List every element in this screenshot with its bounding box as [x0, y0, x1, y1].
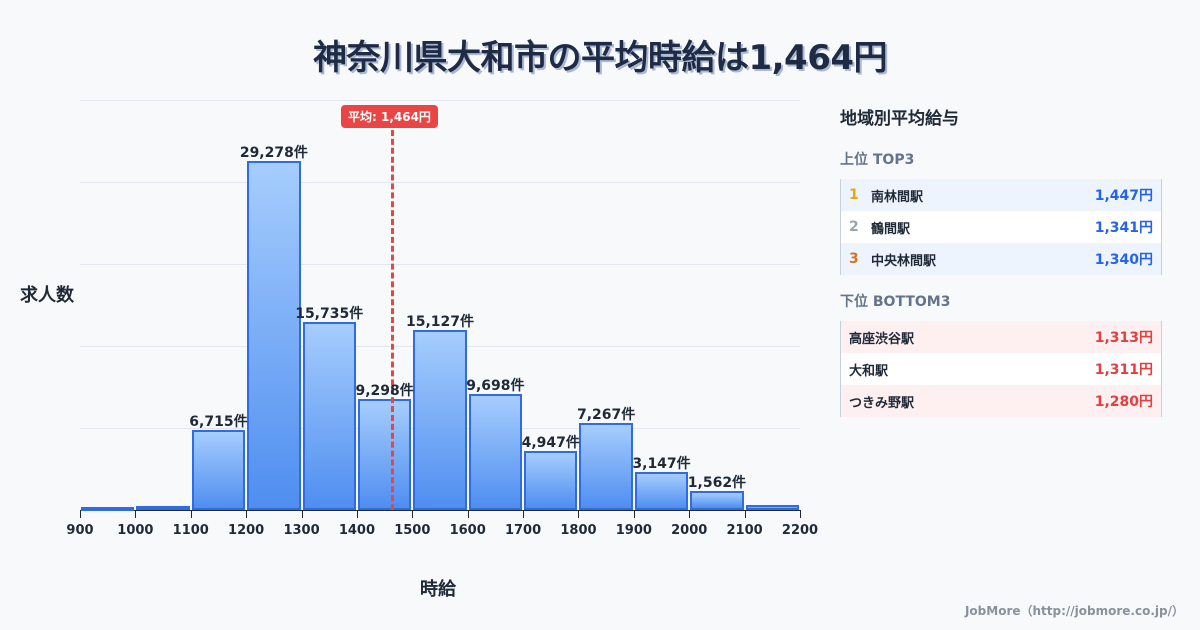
histogram-bar	[579, 423, 633, 510]
station-name: 中央林間駅	[871, 253, 937, 269]
y-axis-label: 求人数	[20, 285, 74, 306]
x-tick-label: 2200	[781, 523, 819, 538]
x-tick	[80, 510, 81, 518]
bottom-section-title: 下位 BOTTOM3	[840, 294, 951, 310]
x-tick	[356, 510, 358, 518]
x-axis-label: 時給	[420, 579, 456, 600]
station-name: 南林間駅	[871, 189, 924, 205]
x-tick	[744, 510, 746, 518]
histogram-bar	[690, 491, 744, 510]
bar-value-label: 9,698件	[466, 378, 525, 395]
x-axis-line	[80, 510, 800, 511]
x-tick	[467, 510, 469, 518]
histogram-chart: 求人数 時給 平均: 1,464円 6,715件 29,278件 15,735件 9,…	[20, 100, 819, 600]
histogram-bar	[191, 429, 246, 510]
gridline	[80, 100, 800, 101]
salary-value: 1,280円	[1094, 394, 1153, 410]
list-item: 高座渋谷駅 1,313円	[841, 321, 1161, 353]
x-tick-label: 2000	[671, 523, 708, 538]
bar-value-label: 7,267件	[576, 407, 636, 424]
x-tick	[412, 510, 414, 518]
list-item: 1 南林間駅 1,447円	[841, 179, 1161, 211]
bar-value-label: 6,715件	[189, 413, 248, 430]
average-line	[391, 130, 394, 510]
x-tick	[301, 510, 303, 518]
x-tick-label: 1600	[449, 523, 486, 538]
bar-value-label: 29,278件	[239, 145, 308, 161]
list-item: 大和駅 1,311円	[841, 353, 1161, 385]
x-tick-label: 1400	[338, 523, 376, 538]
bar-value-label: 4,947件	[521, 435, 580, 452]
histogram-bar	[468, 394, 523, 510]
source-credit: JobMore（http://jobmore.co.jp/）	[964, 604, 1184, 618]
salary-value: 1,311円	[1094, 362, 1153, 378]
histogram-bar	[524, 451, 578, 510]
list-item: つきみ野駅 1,280円	[841, 385, 1161, 417]
x-tick	[523, 510, 525, 518]
x-tick-label: 900	[66, 523, 94, 538]
station-name: つきみ野駅	[849, 395, 915, 411]
x-tick-label: 1200	[228, 523, 265, 538]
bar-value-label: 1,562件	[687, 475, 747, 492]
gridline	[80, 264, 800, 265]
rank-number: 1	[849, 187, 859, 203]
histogram-bar	[745, 505, 799, 510]
bottom-list: 高座渋谷駅 1,313円 大和駅 1,311円 つきみ野駅 1,280円	[840, 321, 1162, 417]
station-name: 大和駅	[849, 363, 889, 379]
x-tick-label: 1500	[394, 523, 431, 538]
x-tick-label: 1800	[560, 523, 597, 538]
bar-value-label: 15,127件	[405, 313, 475, 330]
x-tick-label: 1700	[504, 523, 542, 538]
bar-value-label: 15,735件	[295, 306, 364, 323]
top-list: 1 南林間駅 1,447円 2 鶴間駅 1,341円 3 中央林間駅 1,340…	[840, 179, 1162, 275]
average-badge: 平均: 1,464円	[341, 105, 438, 128]
x-tick	[135, 510, 137, 518]
page-title: 神奈川県大和市の平均時給は1,464円	[312, 38, 888, 78]
histogram-bar	[357, 399, 412, 510]
salary-value: 1,447円	[1094, 188, 1153, 204]
x-tick	[800, 510, 801, 518]
bar-value-label: 9,298件	[355, 383, 414, 400]
station-name: 鶴間駅	[871, 221, 911, 237]
x-tick-label: 1000	[117, 523, 154, 538]
histogram-bar	[136, 506, 190, 511]
histogram-bar	[81, 507, 135, 511]
x-tick	[246, 510, 248, 518]
x-tick-label: 1100	[172, 523, 209, 538]
top-section-title: 上位 TOP3	[840, 152, 915, 168]
x-tick-label: 1900	[615, 523, 652, 538]
rank-number: 2	[849, 219, 859, 235]
x-tick-label: 2100	[726, 523, 763, 538]
x-tick	[190, 510, 192, 518]
salary-value: 1,341円	[1094, 220, 1153, 236]
bar-value-label: 3,147件	[632, 456, 691, 473]
x-tick	[578, 510, 580, 518]
x-tick	[689, 510, 691, 518]
station-name: 高座渋谷駅	[849, 331, 915, 347]
x-tick	[633, 510, 635, 518]
histogram-bar	[634, 472, 689, 510]
list-item: 3 中央林間駅 1,340円	[841, 243, 1161, 275]
salary-value: 1,340円	[1094, 252, 1153, 268]
histogram-bar	[413, 329, 467, 510]
salary-value: 1,313円	[1094, 330, 1153, 346]
panel-title: 地域別平均給与	[840, 109, 959, 129]
gridline	[80, 182, 800, 183]
histogram-bar	[302, 322, 356, 510]
rank-number: 3	[849, 251, 859, 267]
regional-salary-panel: 地域別平均給与 上位 TOP3 1 南林間駅 1,447円 2 鶴間駅 1,34…	[840, 100, 1162, 433]
x-tick-label: 1300	[283, 523, 320, 538]
list-item: 2 鶴間駅 1,341円	[841, 211, 1161, 243]
histogram-bar	[247, 161, 301, 510]
